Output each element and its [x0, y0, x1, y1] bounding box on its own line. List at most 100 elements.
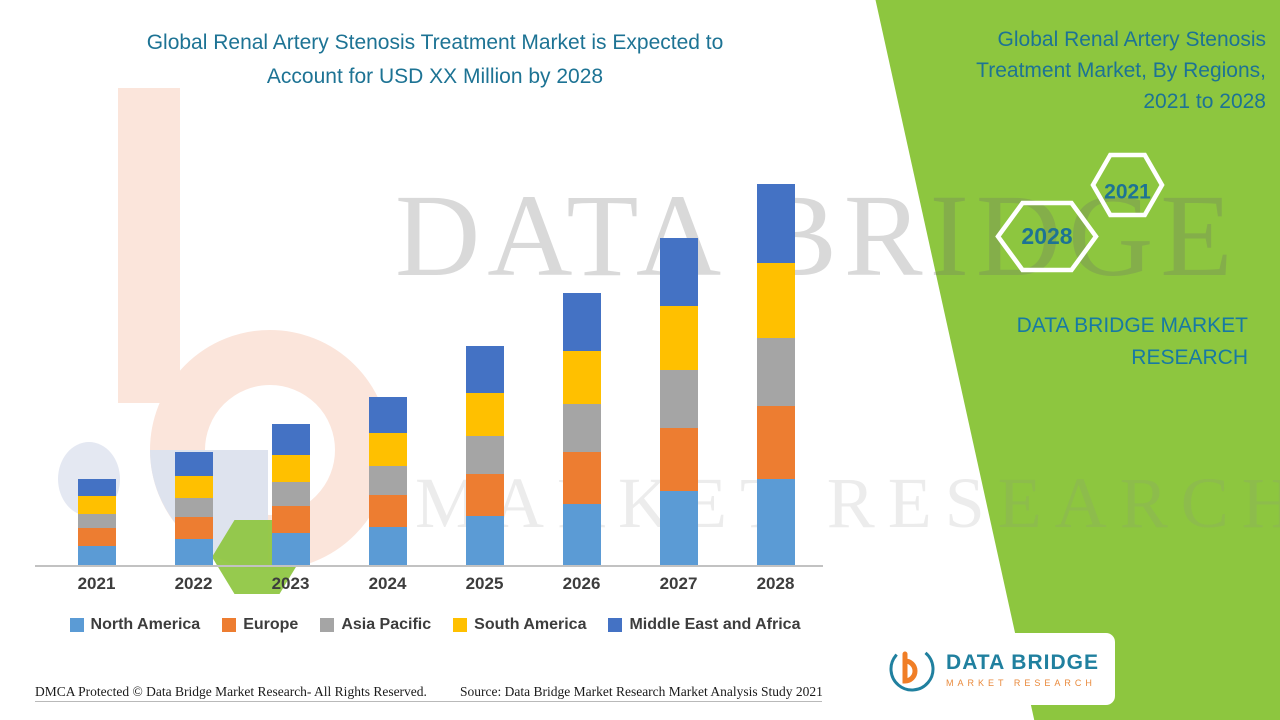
bar-segment: [77, 514, 116, 528]
bar-segment: [465, 516, 504, 566]
bar-segment: [271, 424, 310, 455]
stacked-bar-2024: [368, 397, 407, 566]
bar-segment: [659, 306, 698, 370]
bar-segment: [368, 397, 407, 433]
legend-label: Asia Pacific: [341, 616, 432, 633]
bar-column-2025: [436, 346, 533, 566]
legend-item: Asia Pacific: [320, 616, 431, 634]
bar-segment: [562, 351, 601, 404]
hexagon-2028-label: 2028: [1021, 223, 1072, 249]
brand-text-line1: DATA BRIDGE MARKET: [1016, 314, 1248, 337]
side-panel-title-line3: 2021 to 2028: [1143, 90, 1266, 113]
source-note: Source: Data Bridge Market Research Mark…: [460, 684, 823, 699]
brand-text-line2: RESEARCH: [1131, 346, 1248, 369]
brand-text-on-panel: DATA BRIDGE MARKET RESEARCH: [938, 310, 1248, 374]
bar-segment: [368, 495, 407, 527]
stacked-bar-2027: [659, 238, 698, 566]
bar-segment: [271, 533, 310, 566]
stacked-bar-2025: [465, 346, 504, 566]
bar-column-2024: [339, 397, 436, 566]
legend-swatch: [453, 618, 468, 632]
stacked-bar-2023: [271, 424, 310, 566]
bar-segment: [271, 482, 310, 506]
bar-column-2023: [242, 424, 339, 566]
legend-swatch: [320, 618, 335, 632]
legend-item: North America: [69, 616, 201, 634]
x-axis-label: 2022: [174, 574, 213, 593]
legend-label: North America: [90, 616, 201, 633]
bar-segment: [174, 452, 213, 476]
x-axis-label: 2028: [756, 574, 795, 593]
logo-tagline-text: MARKET RESEARCH: [946, 677, 1096, 688]
bar-segment: [756, 406, 795, 479]
legend: North America Europe Asia Pacific South Ame…: [40, 616, 830, 634]
logo-brand-text: DATA BRIDGE: [946, 650, 1099, 674]
bar-segment: [562, 293, 601, 351]
x-axis-line: [35, 565, 823, 567]
bar-segment: [77, 479, 116, 496]
data-bridge-logo-card: DATA BRIDGE MARKET RESEARCH: [872, 633, 1115, 705]
bar-segment: [368, 527, 407, 566]
legend-swatch: [222, 618, 237, 632]
side-panel-title-line1: Global Renal Artery Stenosis: [997, 28, 1266, 51]
x-axis-label: 2023: [271, 574, 310, 593]
bar-segment: [465, 393, 504, 436]
bar-segment: [756, 479, 795, 566]
x-axis-labels: 2021 2022 2023 2024 2025 2026 2027 2028: [48, 574, 824, 594]
bar-column-2022: [145, 452, 242, 566]
bar-segment: [562, 452, 601, 504]
x-axis-label: 2026: [562, 574, 601, 593]
data-bridge-logo-icon: [889, 646, 935, 692]
legend-item: Europe: [222, 616, 298, 634]
bar-column-2027: [630, 238, 727, 566]
dmca-notice: DMCA Protected © Data Bridge Market Rese…: [35, 684, 427, 699]
legend-label: Middle East and Africa: [629, 616, 801, 633]
bar-segment: [465, 346, 504, 393]
bar-segment: [562, 404, 601, 452]
bar-segment: [659, 428, 698, 491]
bar-segment: [77, 496, 116, 514]
legend-item: South America: [453, 616, 586, 634]
bar-column-2021: [48, 479, 145, 566]
bar-segment: [77, 546, 116, 566]
bar-segment: [465, 436, 504, 474]
bar-segment: [659, 370, 698, 428]
legend-label: South America: [474, 616, 587, 633]
bar-segment: [659, 491, 698, 566]
stacked-bar-2026: [562, 293, 601, 566]
bar-segment: [756, 184, 795, 263]
side-panel-title: Global Renal Artery Stenosis Treatment M…: [921, 24, 1266, 117]
chart-title-line2: Account for USD XX Million by 2028: [266, 65, 604, 88]
x-axis-label: 2024: [368, 574, 407, 593]
logo-text-block: DATA BRIDGE MARKET RESEARCH: [946, 651, 1099, 688]
bar-segment: [271, 455, 310, 482]
legend-item: Middle East and Africa: [608, 616, 800, 634]
bar-segment: [756, 338, 795, 406]
bar-segment: [271, 506, 310, 533]
legend-label: Europe: [243, 616, 299, 633]
hexagon-2021-shape: [1090, 152, 1165, 218]
bar-segment: [465, 474, 504, 516]
bar-segment: [368, 433, 407, 466]
bar-segment: [174, 476, 213, 498]
hexagon-2021-label: 2021: [1104, 181, 1151, 204]
bar-segment: [174, 539, 213, 566]
legend-swatch: [69, 618, 84, 632]
legend-swatch: [608, 618, 623, 632]
chart-title: Global Renal Artery Stenosis Treatment M…: [60, 26, 810, 94]
hexagon-2028-shape: [995, 200, 1099, 273]
stacked-bar-2022: [174, 452, 213, 566]
bar-segment: [368, 466, 407, 495]
x-axis-label: 2021: [77, 574, 116, 593]
year-hexagons: 2021 2028: [995, 152, 1165, 273]
x-axis-label: 2025: [465, 574, 504, 593]
bar-segment: [659, 238, 698, 306]
side-panel-title-line2: Treatment Market, By Regions,: [976, 59, 1266, 82]
stacked-bar-2028: [756, 184, 795, 566]
bar-segment: [174, 498, 213, 517]
footer-divider: [35, 701, 822, 702]
bar-segment: [174, 517, 213, 539]
bar-column-2028: [727, 184, 824, 566]
bar-segment: [562, 504, 601, 566]
